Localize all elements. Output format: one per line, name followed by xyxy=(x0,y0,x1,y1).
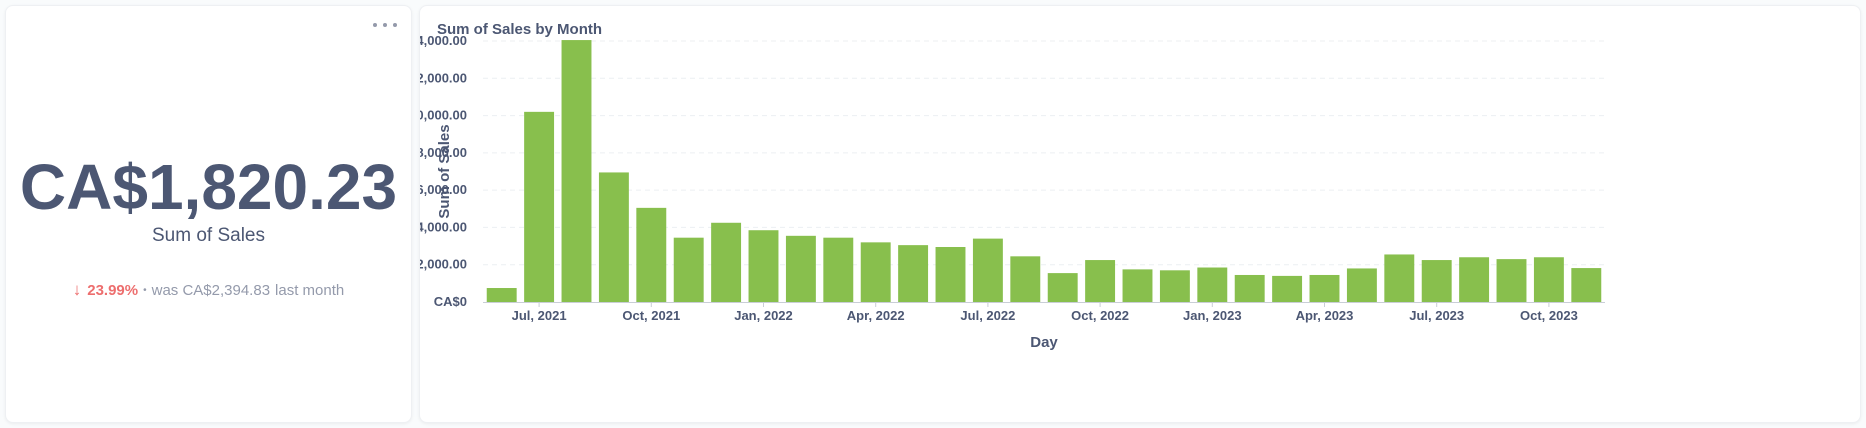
bar[interactable] xyxy=(1122,269,1153,302)
x-tick-label: Jul, 2021 xyxy=(512,308,567,323)
bar-chart: CA$0 CA$2,000.00 CA$4,000.00 CA$6,000.00 CA$… xyxy=(420,33,1605,351)
arrow-down-icon: ↓ xyxy=(72,280,82,299)
bar[interactable] xyxy=(1085,260,1116,302)
bar[interactable] xyxy=(823,237,854,302)
bar[interactable] xyxy=(1234,274,1265,302)
bar[interactable] xyxy=(711,222,742,302)
y-axis-ticks: CA$0 CA$2,000.00 CA$4,000.00 CA$6,000.00 CA$… xyxy=(420,33,467,309)
x-tick-label: Jan, 2023 xyxy=(1183,308,1242,323)
bar[interactable] xyxy=(1571,268,1602,302)
bar[interactable] xyxy=(1496,259,1527,302)
chart-title[interactable]: Sum of Sales by Month xyxy=(437,21,603,38)
y-tick-label: CA$8,000.00 xyxy=(420,145,467,160)
bar[interactable] xyxy=(1533,257,1564,302)
y-tick-label: CA$6,000.00 xyxy=(420,182,467,197)
previous-value: was CA$2,394.83 xyxy=(151,281,271,299)
bar[interactable] xyxy=(1309,274,1340,302)
y-tick-label: CA$2,000.00 xyxy=(420,257,467,272)
x-tick-label: Apr, 2022 xyxy=(847,308,905,323)
ellipsis-dot xyxy=(373,23,377,27)
bar[interactable] xyxy=(1346,268,1377,302)
y-tick-label: CA$4,000.00 xyxy=(420,219,467,234)
bar[interactable] xyxy=(748,230,779,302)
bar[interactable] xyxy=(898,245,929,302)
x-tick-label: Oct, 2022 xyxy=(1071,308,1129,323)
x-tick-label: Apr, 2023 xyxy=(1296,308,1354,323)
bars xyxy=(486,40,1602,302)
bar[interactable] xyxy=(860,242,891,302)
bar[interactable] xyxy=(673,237,704,302)
x-tick-label: Jul, 2023 xyxy=(1409,308,1464,323)
bar[interactable] xyxy=(785,235,816,302)
ellipsis-dot xyxy=(383,23,387,27)
scalar-label[interactable]: Sum of Sales xyxy=(152,225,265,246)
x-axis-ticks: Jul, 2021 Oct, 2021 Jan, 2022 Apr, 2022 Jul,… xyxy=(512,302,1578,323)
x-tick-label: Oct, 2023 xyxy=(1520,308,1578,323)
bar[interactable] xyxy=(972,238,1003,302)
y-tick-label: CA$10,000.00 xyxy=(420,108,467,123)
bar[interactable] xyxy=(524,111,555,302)
scalar-value: CA$1,820.23 xyxy=(19,151,398,223)
bar[interactable] xyxy=(1459,257,1490,302)
bar[interactable] xyxy=(1159,270,1190,302)
y-tick-label: CA$0 xyxy=(434,294,467,309)
scalar-comparison: ↓ 23.99% • was CA$2,394.83 last month xyxy=(6,280,411,300)
y-axis-title: Sum of Sales xyxy=(436,124,453,218)
bar[interactable] xyxy=(636,207,667,302)
bar[interactable] xyxy=(1421,260,1452,302)
x-axis-title: Day xyxy=(1030,334,1058,351)
scalar-card: CA$1,820.23 Sum of Sales ↓ 23.99% • was … xyxy=(5,5,412,423)
x-tick-label: Oct, 2021 xyxy=(622,308,680,323)
period-label: last month xyxy=(275,281,345,299)
bar[interactable] xyxy=(1047,273,1078,302)
y-tick-label: CA$12,000.00 xyxy=(420,70,467,85)
bar[interactable] xyxy=(1272,275,1303,302)
ellipsis-dot xyxy=(393,23,397,27)
ellipsis-icon[interactable] xyxy=(373,18,397,32)
bar[interactable] xyxy=(1010,256,1041,302)
chart-card: Sum of Sales by Month CA$0CA$2,000.00CA$… xyxy=(419,5,1861,423)
separator-dot: • xyxy=(143,284,147,296)
bar[interactable] xyxy=(598,172,629,302)
x-tick-label: Jan, 2022 xyxy=(734,308,793,323)
y-tick-label: CA$14,000.00 xyxy=(420,33,467,48)
grid-lines xyxy=(483,40,1605,266)
bar[interactable] xyxy=(561,40,592,302)
bar[interactable] xyxy=(1384,254,1415,302)
bar[interactable] xyxy=(1197,267,1228,302)
bar[interactable] xyxy=(935,247,966,302)
change-percent: 23.99% xyxy=(87,281,139,299)
bar[interactable] xyxy=(486,288,517,302)
x-tick-label: Jul, 2022 xyxy=(960,308,1015,323)
